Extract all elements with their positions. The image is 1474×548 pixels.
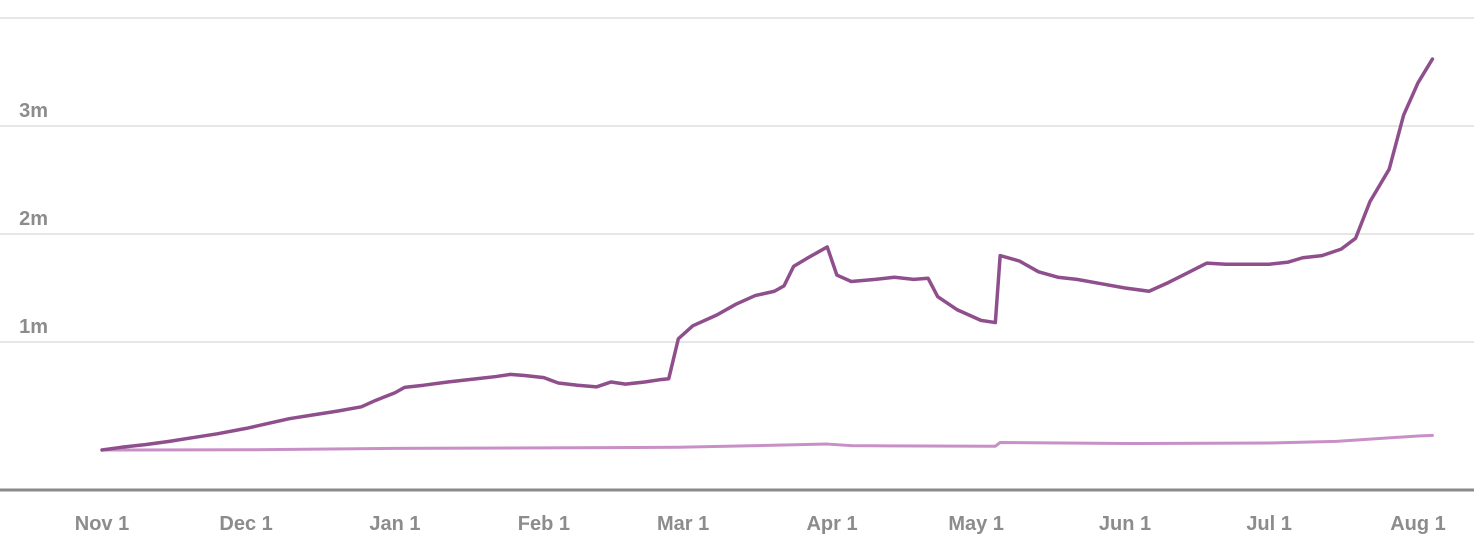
- x-tick-label: Mar 1: [657, 513, 709, 535]
- x-tick-label: Jan 1: [369, 513, 420, 535]
- y-tick-label: 2m: [19, 208, 48, 230]
- x-axis-ticks: Nov 1 Dec 1 Jan 1 Feb 1 Mar 1 Apr 1 May 1 Jun 1…: [75, 513, 1446, 535]
- y-tick-label: 1m: [19, 316, 48, 338]
- x-tick-label: Jul 1: [1246, 513, 1292, 535]
- series-line-primary: [100, 57, 1435, 452]
- series-line-secondary: [100, 433, 1434, 452]
- x-tick-label: Aug 1: [1390, 513, 1446, 535]
- x-tick-label: Nov 1: [75, 513, 129, 535]
- grid: [0, 17, 1474, 343]
- x-tick-label: Jun 1: [1099, 513, 1151, 535]
- y-axis-ticks: 1m 2m 3m: [19, 100, 48, 338]
- x-tick-label: Feb 1: [518, 513, 570, 535]
- y-tick-label: 3m: [19, 100, 48, 122]
- x-tick-label: Dec 1: [219, 513, 272, 535]
- x-tick-label: May 1: [948, 513, 1004, 535]
- series-layer: [100, 57, 1435, 452]
- x-tick-label: Apr 1: [806, 513, 857, 535]
